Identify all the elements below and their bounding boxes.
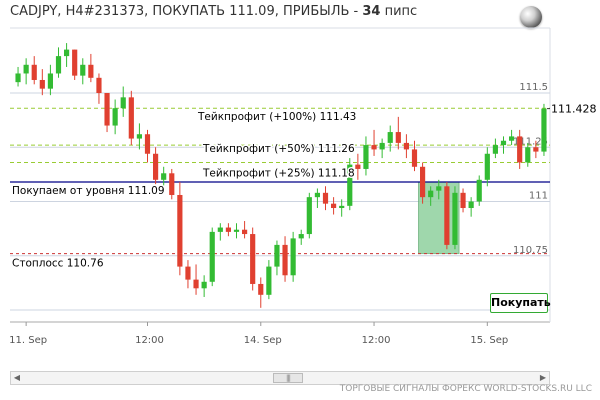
candle-bull (339, 205, 345, 209)
candle-bull (120, 97, 126, 109)
x-tick-label: 12:00 (362, 335, 391, 346)
candle-bull (379, 142, 385, 150)
profit-unit: пипс (380, 4, 418, 19)
candle-bull (80, 64, 86, 76)
y-tick-label: 111.25 (513, 136, 548, 147)
scroll-left-arrow-icon[interactable]: ◀ (13, 373, 21, 382)
candle-bear (420, 166, 426, 198)
candle-bear (169, 173, 175, 195)
candle-bear (411, 149, 418, 167)
candle-bull (161, 173, 167, 180)
y-tick-label: 111 (529, 191, 548, 202)
candle-bear (282, 244, 288, 276)
candle-bull (233, 229, 240, 232)
chart-title: CADJPY, H4#231373, ПОКУПАТЬ 111.09, ПРИБ… (10, 4, 417, 19)
horizontal-scrollbar[interactable]: ◀ ||| ▶ (10, 371, 550, 385)
candle-bear (371, 145, 377, 150)
candle-bull (23, 64, 29, 74)
candle-bear (331, 203, 337, 209)
scroll-thumb[interactable]: ||| (273, 373, 303, 383)
candle-bull (55, 56, 62, 74)
candle-bear (153, 153, 159, 180)
footer-credit: ТОРГОВЫЕ СИГНАЛЫ ФОРЕКС WORLD-STOCKS.RU … (339, 384, 592, 394)
candle-bull (266, 266, 272, 295)
candle-bear (322, 192, 329, 204)
candle-bull (428, 190, 434, 198)
candle-bear (72, 49, 78, 76)
take-profit-50-label: Тейкпрофит (+50%) 111.26 (202, 143, 355, 155)
candle-bull (136, 134, 142, 139)
candle-bear (96, 77, 102, 93)
candle-bull (306, 197, 312, 235)
title-text: CADJPY, H4#231373, ПОКУПАТЬ 111.09, ПРИБ… (10, 4, 363, 19)
x-tick-label: 11. Sep (9, 335, 47, 346)
candle-bear (355, 164, 361, 169)
candle-bull (201, 281, 207, 289)
x-tick-label: 14. Sep (244, 335, 282, 346)
candle-bull (476, 179, 482, 202)
candle-bear (250, 234, 256, 284)
candle-bull (347, 164, 353, 206)
stop-loss-label: Стоплосс 110.76 (12, 258, 104, 270)
y-tick-label: 110.75 (513, 245, 548, 256)
candle-bull (274, 244, 280, 267)
candle-bull (452, 192, 458, 245)
candle-bear (517, 136, 523, 163)
candle-bull (112, 108, 118, 126)
profit-value: 34 (362, 4, 381, 19)
x-tick-label: 15. Sep (470, 335, 508, 346)
candle-bear (242, 229, 248, 235)
candle-bear (403, 142, 409, 150)
candle-bear (533, 147, 539, 152)
candle-bull (468, 201, 474, 209)
candle-bull (64, 49, 70, 57)
candle-bull (500, 140, 507, 146)
x-tick-label: 12:00 (135, 335, 164, 346)
candle-bear (258, 283, 264, 295)
candle-bull (209, 231, 215, 282)
candle-bull (541, 108, 547, 152)
candle-bull (387, 132, 393, 143)
candle-bear (185, 266, 191, 280)
candle-bull (47, 73, 53, 89)
candle-bull (298, 234, 304, 239)
candle-bear (444, 186, 450, 245)
candle-bull (15, 73, 21, 83)
y-tick-label: 111.5 (519, 82, 548, 93)
buy-level-label: Покупаем от уровня 111.09 (12, 185, 165, 197)
candle-bear (104, 93, 110, 126)
candle-bull (436, 186, 442, 191)
candle-bull (314, 192, 320, 198)
candle-bear (128, 97, 134, 139)
candle-bull (217, 227, 223, 232)
current-price-label: 111.428 (551, 103, 597, 116)
globe-icon[interactable] (520, 6, 542, 28)
buy-button[interactable]: Покупать (490, 293, 551, 313)
candle-bear (177, 194, 183, 267)
candle-bull (363, 145, 369, 169)
candle-bear (31, 64, 37, 80)
candle-bear (88, 64, 94, 78)
candle-bull (290, 238, 296, 276)
candle-bear (460, 192, 466, 209)
candle-bear (225, 227, 231, 232)
candle-bull (509, 136, 515, 141)
candle-bull (484, 153, 490, 180)
take-profit-100-label: Тейкпрофит (+100%) 111.43 (197, 111, 356, 123)
candle-bull (525, 147, 531, 163)
candle-bear (395, 132, 401, 143)
candle-bull (492, 145, 498, 154)
take-profit-25-label: Тейкпрофит (+25%) 111.18 (202, 167, 355, 179)
scroll-right-arrow-icon[interactable]: ▶ (539, 373, 547, 382)
candle-bear (193, 279, 199, 289)
candle-bear (39, 79, 45, 89)
candle-bear (144, 134, 151, 154)
